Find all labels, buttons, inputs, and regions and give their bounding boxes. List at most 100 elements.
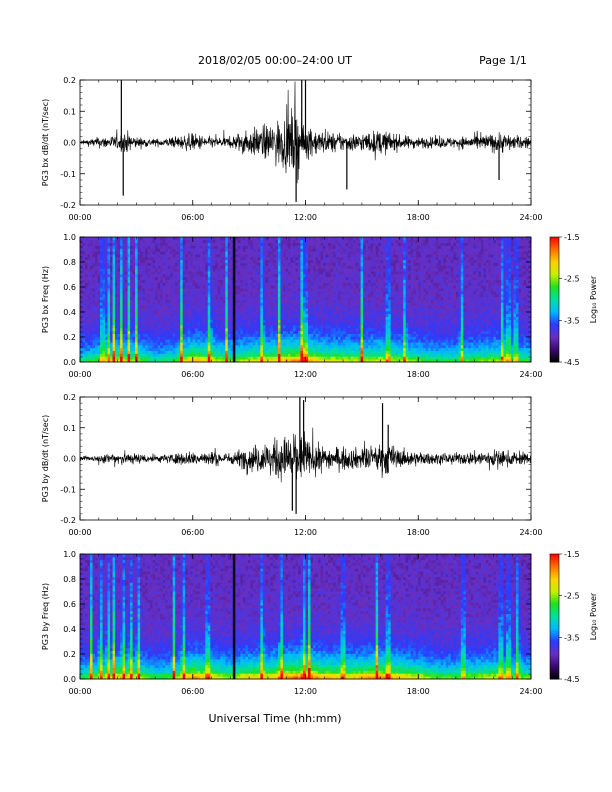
spectrogram-cell xyxy=(157,319,161,323)
spectrogram-cell xyxy=(117,256,121,261)
spectrogram-cell xyxy=(323,293,326,298)
spectrogram-cell xyxy=(195,242,199,246)
spectrogram-cell xyxy=(142,242,146,246)
spectrogram-cell xyxy=(100,293,103,298)
spectrogram-cell xyxy=(217,239,221,244)
spectrogram-cell xyxy=(247,296,251,300)
spectrogram-cell xyxy=(345,305,349,309)
spectrogram-cell xyxy=(318,342,321,346)
spectrogram-cell xyxy=(105,256,108,261)
spectrogram-cell xyxy=(200,359,204,363)
spectrogram-cell xyxy=(172,333,176,337)
spectrogram-cell xyxy=(190,288,194,292)
y-tick-label: -0.2 xyxy=(60,201,76,210)
spectrogram-cell xyxy=(175,308,179,312)
spectrogram-cell xyxy=(225,327,229,332)
spectrogram-cell xyxy=(202,259,206,263)
spectrogram-cell xyxy=(313,319,316,323)
spectrogram-cell xyxy=(315,288,319,292)
spectrogram-cell xyxy=(175,273,179,278)
spectrogram-cell xyxy=(87,290,91,295)
spectrogram-cell xyxy=(177,347,181,352)
spectrogram-cell xyxy=(142,353,146,357)
spectrogram-cell xyxy=(280,327,284,332)
spectrogram-cell xyxy=(295,245,299,249)
spectrogram-cell xyxy=(195,239,199,244)
spectrogram-cell xyxy=(262,239,266,244)
spectrogram-cell xyxy=(277,319,281,323)
spectrogram-cell xyxy=(187,359,191,363)
spectrogram-cell xyxy=(192,350,196,354)
spectrogram-cell xyxy=(315,333,319,337)
spectrogram-cell xyxy=(245,245,249,249)
spectrogram-cell xyxy=(222,313,226,317)
spectrogram-cell xyxy=(212,262,216,266)
spectrogram-cell xyxy=(305,302,309,306)
spectrogram-cell xyxy=(165,347,169,352)
spectrogram-cell xyxy=(245,327,249,332)
spectrogram-cell xyxy=(122,285,126,289)
spectrogram-cell xyxy=(242,237,246,241)
spectrogram-cell xyxy=(277,356,281,360)
spectrogram-cell xyxy=(140,359,144,363)
spectrogram-cell xyxy=(117,279,121,283)
spectrogram-cell xyxy=(215,344,219,349)
spectrogram-cell xyxy=(117,305,121,309)
spectrogram-cell xyxy=(252,333,256,337)
spectrogram-cell xyxy=(82,251,86,255)
spectrogram-cell xyxy=(237,353,241,357)
spectrogram-cell xyxy=(167,327,171,332)
spectrogram-cell xyxy=(295,285,299,289)
spectrogram-cell xyxy=(297,288,301,292)
spectrogram-cell xyxy=(142,308,146,312)
spectrogram-cell xyxy=(250,316,254,320)
spectrogram-cell xyxy=(242,265,246,269)
spectrogram-cell xyxy=(285,302,289,306)
spectrogram-cell xyxy=(320,268,324,272)
spectrogram-cell xyxy=(142,259,146,263)
spectrogram-cell xyxy=(162,276,166,281)
spectrogram-cell xyxy=(182,288,186,292)
spectrogram-cell xyxy=(330,245,334,249)
spectrogram-cell xyxy=(260,296,264,300)
spectrogram-cell xyxy=(92,251,96,255)
spectrogram-cell xyxy=(112,302,116,306)
spectrogram-cell xyxy=(272,299,276,303)
spectrogram-cell xyxy=(300,276,304,281)
spectrogram-cell xyxy=(340,305,344,309)
spectrogram-cell xyxy=(202,239,206,244)
spectrogram-cell xyxy=(255,285,259,289)
spectrogram-cell xyxy=(80,293,83,298)
spectrogram-cell xyxy=(270,310,274,315)
spectrogram-cell xyxy=(200,350,204,354)
spectrogram-cell xyxy=(227,325,231,329)
spectrogram-cell xyxy=(145,359,149,363)
spectrogram-cell xyxy=(147,271,151,275)
spectrogram-cell xyxy=(252,327,256,332)
spectrogram-cell xyxy=(120,302,123,306)
spectrogram-cell xyxy=(137,316,141,320)
spectrogram-cell xyxy=(212,245,216,249)
spectrogram-cell xyxy=(100,308,103,312)
spectrogram-cell xyxy=(222,254,226,258)
spectrogram-cell xyxy=(190,339,194,343)
spectrogram-cell xyxy=(305,327,309,332)
spectrogram-cell xyxy=(265,336,269,340)
spectrogram-cell xyxy=(257,313,261,317)
spectrogram-cell xyxy=(130,276,134,281)
spectrogram-cell xyxy=(197,356,201,360)
spectrogram-cell xyxy=(175,316,179,320)
spectrogram-cell xyxy=(140,308,144,312)
spectrogram-cell xyxy=(132,293,136,298)
spectrogram-cell xyxy=(345,344,349,349)
spectrogram-cell xyxy=(105,259,108,263)
spectrogram-cell xyxy=(272,273,276,278)
spectrogram-cell xyxy=(120,271,123,275)
spectrogram-cell xyxy=(245,333,249,337)
spectrogram-cell xyxy=(315,313,319,317)
spectrogram-cell xyxy=(343,330,346,334)
spectrogram-cell xyxy=(300,305,304,309)
spectrogram-cell xyxy=(145,327,149,332)
spectrogram-cell xyxy=(290,254,294,258)
spectrogram-cell xyxy=(85,271,88,275)
